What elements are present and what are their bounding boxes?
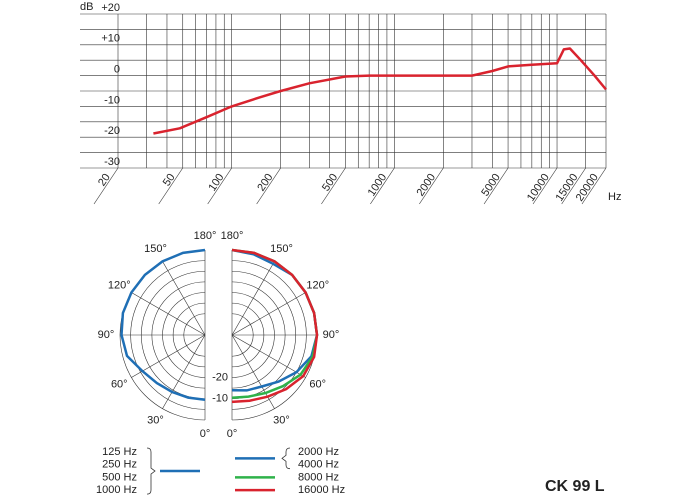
r-tick-label: -10 <box>212 393 228 405</box>
legend-label: 250 Hz <box>102 459 137 471</box>
angle-label: 90° <box>323 329 340 341</box>
legend-label: 4000 Hz <box>298 459 339 471</box>
legend-label: 16000 Hz <box>298 484 345 496</box>
x-tick <box>561 167 586 205</box>
x-tick-label: 20000 <box>574 172 601 204</box>
y-tick-label: +10 <box>101 33 120 45</box>
y-tick-label: 0 <box>114 64 120 76</box>
response-curve <box>153 47 607 135</box>
legend-label: 125 Hz <box>102 446 137 458</box>
angle-label: 180° <box>221 230 244 242</box>
spoke <box>231 261 275 336</box>
angle-label: 60° <box>309 378 326 390</box>
y-tick-label: -30 <box>104 156 120 168</box>
spoke <box>131 334 206 378</box>
y-tick-label: +20 <box>101 2 120 14</box>
x-tick <box>581 167 607 205</box>
x-tick-label: 5000 <box>479 172 503 199</box>
angle-label: 90° <box>98 329 115 341</box>
x-tick <box>321 167 346 205</box>
angle-label: 180° <box>194 230 217 242</box>
angle-label: 150° <box>270 243 293 255</box>
angle-label: 0° <box>200 428 211 440</box>
x-tick-label: 10000 <box>525 172 552 204</box>
legend-label: 2000 Hz <box>298 446 339 458</box>
spoke <box>231 334 306 378</box>
angle-label: 120° <box>306 279 329 291</box>
x-tick <box>532 167 558 205</box>
x-tick <box>93 167 119 205</box>
spoke <box>162 334 206 409</box>
angle-label: 0° <box>227 428 238 440</box>
x-tick <box>256 167 281 205</box>
x-tick-label: 20 <box>96 172 113 189</box>
angle-label: 30° <box>147 415 164 427</box>
x-tick <box>419 167 444 205</box>
legend-bracket <box>146 447 156 495</box>
y-tick-label: -10 <box>104 94 120 106</box>
x-tick <box>158 167 183 205</box>
x-tick <box>483 167 509 205</box>
model-name: CK 99 L <box>545 478 605 495</box>
x-tick-label: 1000 <box>366 172 390 199</box>
spoke <box>231 292 306 336</box>
legend-label: 500 Hz <box>102 471 137 483</box>
angle-label: 30° <box>273 415 290 427</box>
polar-curve <box>231 248 319 404</box>
x-tick-label: 500 <box>320 172 340 194</box>
r-tick-label: -20 <box>212 371 228 383</box>
x-tick-label: 200 <box>255 172 275 194</box>
legend-bracket <box>281 447 291 470</box>
spoke <box>131 292 206 336</box>
x-tick <box>207 167 232 205</box>
polar-curve <box>120 248 206 402</box>
x-tick-label: 50 <box>161 172 178 189</box>
y-axis-label: dB <box>80 1 93 13</box>
x-tick-label: 2000 <box>415 172 439 199</box>
angle-label: 150° <box>144 243 167 255</box>
x-axis-label: Hz <box>608 191 621 203</box>
x-tick <box>370 167 395 205</box>
angle-label: 60° <box>111 378 128 390</box>
legend-label: 8000 Hz <box>298 471 339 483</box>
spoke <box>162 261 206 336</box>
y-tick-label: -20 <box>104 125 120 137</box>
x-tick-label: 100 <box>206 172 226 194</box>
angle-label: 120° <box>108 279 131 291</box>
legend-label: 1000 Hz <box>96 484 137 496</box>
